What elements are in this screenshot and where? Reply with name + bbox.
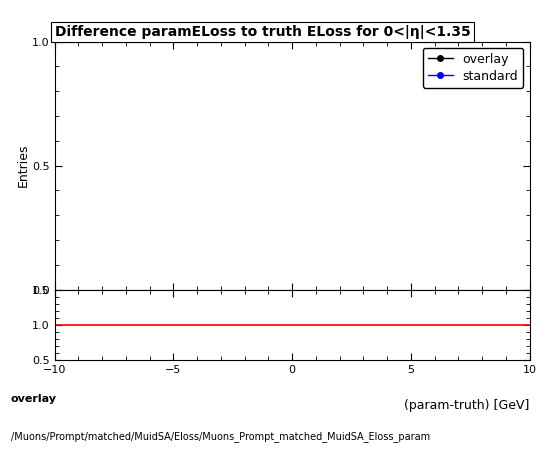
Text: overlay: overlay: [11, 394, 57, 404]
Y-axis label: Entries: Entries: [16, 144, 29, 187]
Text: /Muons/Prompt/matched/MuidSA/Eloss/Muons_Prompt_matched_MuidSA_Eloss_param: /Muons/Prompt/matched/MuidSA/Eloss/Muons…: [11, 431, 430, 442]
Legend: overlay, standard: overlay, standard: [423, 48, 524, 88]
Text: Difference paramELoss to truth ELoss for 0<|η|<1.35: Difference paramELoss to truth ELoss for…: [55, 25, 470, 39]
Text: (param-truth) [GeV]: (param-truth) [GeV]: [404, 399, 530, 412]
